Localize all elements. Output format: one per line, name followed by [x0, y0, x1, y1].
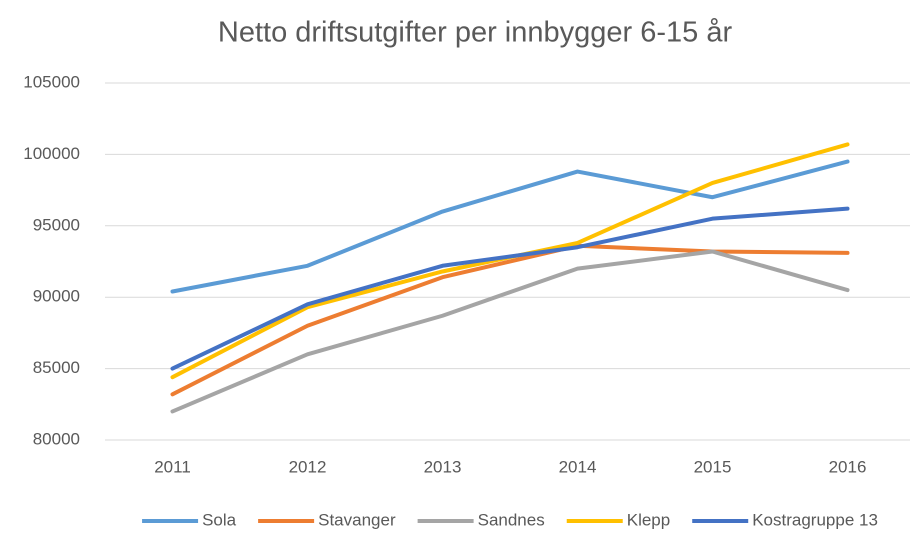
legend-label: Stavanger — [318, 510, 396, 529]
legend-label: Kostragruppe 13 — [752, 510, 878, 529]
x-tick-label: 2013 — [424, 457, 462, 476]
y-tick-label: 85000 — [33, 358, 80, 377]
y-tick-label: 105000 — [23, 72, 80, 91]
series-line — [170, 206, 850, 371]
y-tick-label: 95000 — [33, 215, 80, 234]
legend-label: Sola — [202, 510, 237, 529]
x-tick-label: 2012 — [289, 457, 327, 476]
y-tick-label: 90000 — [33, 287, 80, 306]
series-line — [170, 243, 850, 397]
x-tick-label: 2011 — [154, 457, 191, 476]
legend-label: Sandnes — [478, 510, 545, 529]
y-tick-label: 80000 — [33, 429, 80, 448]
chart-title: Netto driftsutgifter per innbygger 6-15 … — [218, 17, 733, 49]
x-tick-label: 2014 — [559, 457, 597, 476]
series-line — [170, 159, 850, 294]
legend-label: Klepp — [627, 510, 670, 529]
y-tick-label: 100000 — [23, 144, 80, 163]
x-tick-label: 2015 — [694, 457, 732, 476]
legend: Sola Stavanger Sandnes Klepp Kostragruppe 13 — [142, 510, 878, 529]
series-line — [170, 249, 850, 414]
x-tick-label: 2016 — [829, 457, 867, 476]
